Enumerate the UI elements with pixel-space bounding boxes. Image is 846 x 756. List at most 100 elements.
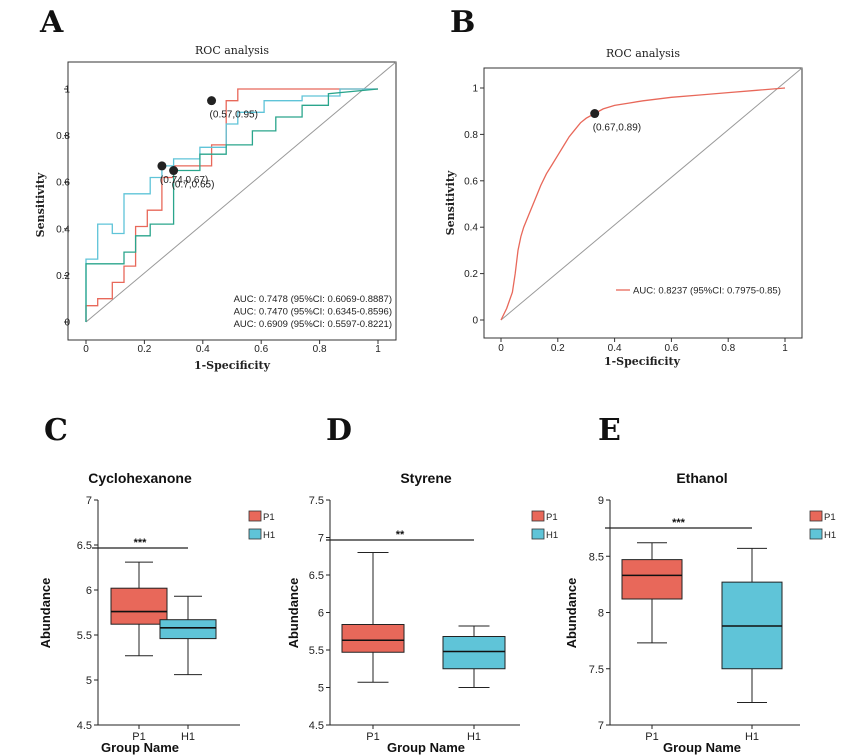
y-tick-label: 0.4: [464, 223, 478, 234]
y-tick-label: 4.5: [77, 720, 92, 732]
panel-letter-c: C: [44, 413, 68, 448]
box-h1: [442, 636, 506, 670]
y-tick-label: 0.6: [464, 176, 478, 187]
y-tick-label: 7: [86, 495, 92, 507]
reference-diagonal: [85, 61, 397, 323]
y-tick-label: 0.4: [56, 224, 70, 235]
legend-swatch: [809, 510, 823, 522]
x-tick-label: P1: [366, 731, 379, 743]
legend-swatch: [248, 528, 262, 540]
plot-frame: [67, 61, 397, 341]
y-axis-label: Abundance: [286, 578, 301, 649]
x-axis-label: 1-Specificity: [194, 359, 271, 372]
legend-entry-series-2: AUC: 0.7470 (95%CI: 0.6345-0.8596): [234, 307, 392, 318]
y-tick-label: 5: [86, 675, 92, 687]
cutoff-point-marker: [157, 161, 167, 171]
y-axis-label: Abundance: [38, 578, 53, 649]
x-tick-label: 1: [375, 344, 381, 355]
x-tick-label: 0: [498, 343, 504, 354]
chart-title: Cyclohexanone: [88, 470, 192, 486]
panel-letter-b: B: [450, 5, 475, 40]
cutoff-point-label: (0.67,0.89): [593, 123, 641, 134]
x-tick-label: H1: [745, 731, 759, 743]
legend-swatch: [248, 510, 262, 522]
y-tick-label: 7.5: [309, 495, 324, 507]
chart-title: Styrene: [400, 470, 452, 486]
reference-diagonal: [500, 67, 803, 321]
x-tick-label: 0.2: [551, 343, 565, 354]
y-tick-label: 0.2: [464, 269, 478, 280]
x-tick-label: 1: [782, 343, 788, 354]
legend-entry: AUC: 0.8237 (95%CI: 0.7975-0.85): [633, 286, 781, 297]
legend-label: H1: [263, 530, 275, 541]
y-tick-label: 6.5: [77, 540, 92, 552]
cutoff-point-label: (0.74,0.67): [160, 175, 208, 186]
x-tick-label: 0.6: [254, 344, 268, 355]
y-tick-label: 8.5: [589, 551, 604, 563]
cutoff-point-label: (0.7,0.65): [172, 180, 215, 191]
boxplot-panel-c: Cyclohexanone Group Name Abundance 4.5 5 5.5 6…: [38, 470, 275, 755]
x-tick-label: 0.8: [313, 344, 327, 355]
y-axis-label: Abundance: [564, 578, 579, 649]
y-tick-label: 5.5: [77, 630, 92, 642]
legend-entry-series-1: AUC: 0.7478 (95%CI: 0.6069-0.8887): [234, 294, 392, 305]
panel-letter-d: D: [326, 413, 352, 448]
significance-label: ***: [672, 517, 686, 529]
roc-panel-b: ROC analysis 1-Specificity Sensitivity 0 0.2…: [444, 47, 803, 368]
y-tick-label: 0.6: [56, 178, 70, 189]
cutoff-point-marker: [169, 166, 179, 176]
legend-label: P1: [263, 512, 275, 523]
legend-swatch: [531, 528, 545, 540]
box-p1: [110, 587, 168, 625]
y-tick-label: 0.8: [56, 131, 70, 142]
x-tick-label: 0: [83, 344, 89, 355]
y-tick-label: 6.5: [309, 570, 324, 582]
chart-title: ROC analysis: [606, 47, 680, 60]
plot-frame: [483, 67, 803, 339]
boxplot-panel-d: Styrene Group Name Abundance 4.5 5 5.5 6 6.5 7 7.…: [286, 470, 558, 755]
x-tick-label: 0.2: [137, 344, 151, 355]
y-tick-label: 6: [86, 585, 92, 597]
legend-entry-series-3: AUC: 0.6909 (95%CI: 0.5597-0.8221): [234, 319, 392, 330]
legend-swatch: [531, 510, 545, 522]
cutoff-point-marker: [207, 96, 217, 106]
panel-letter-e: E: [598, 413, 621, 448]
chart-title: Ethanol: [676, 470, 727, 486]
box-h1: [159, 619, 217, 640]
significance-label: **: [396, 529, 405, 541]
y-tick-label: 0.8: [464, 130, 478, 141]
x-tick-label: P1: [132, 731, 145, 743]
y-tick-label: 7: [598, 720, 604, 732]
x-tick-label: P1: [645, 731, 658, 743]
x-tick-label: H1: [467, 731, 481, 743]
roc-panel-a: ROC analysis 1-Specificity Sensitivity 0 0.2…: [34, 44, 397, 372]
x-axis-label: Group Name: [387, 740, 465, 755]
boxplot-panel-e: Ethanol Group Name Abundance 7 7.5 8 8.5 9 P1 H1 *…: [564, 470, 836, 755]
y-tick-label: 0.2: [56, 271, 70, 282]
y-tick-label: 1: [472, 84, 478, 95]
roc-curve-series-3: [85, 88, 379, 322]
legend-swatch: [809, 528, 823, 540]
cutoff-point-label: (0.57,0.95): [210, 110, 258, 121]
cutoff-point-marker: [590, 109, 600, 119]
panel-letter-a: A: [39, 5, 64, 40]
significance-label: ***: [134, 537, 148, 549]
y-tick-label: 7: [318, 533, 324, 545]
roc-curve-series-1: [500, 87, 786, 321]
legend-label: P1: [546, 512, 558, 523]
y-tick-label: 5: [318, 683, 324, 695]
x-tick-label: 0.4: [196, 344, 210, 355]
legend-label: P1: [824, 512, 836, 523]
legend-label: H1: [546, 530, 558, 541]
x-axis-label: 1-Specificity: [604, 355, 681, 368]
y-tick-label: 0: [472, 316, 478, 327]
y-tick-label: 0: [64, 318, 70, 329]
y-tick-label: 1: [64, 85, 70, 96]
x-tick-label: H1: [181, 731, 195, 743]
y-axis-label: Sensitivity: [444, 170, 457, 235]
y-tick-label: 9: [598, 495, 604, 507]
roc-curve-series-2: [85, 88, 378, 322]
x-axis-label: Group Name: [101, 740, 179, 755]
box-p1: [341, 624, 405, 653]
chart-title: ROC analysis: [195, 44, 269, 57]
